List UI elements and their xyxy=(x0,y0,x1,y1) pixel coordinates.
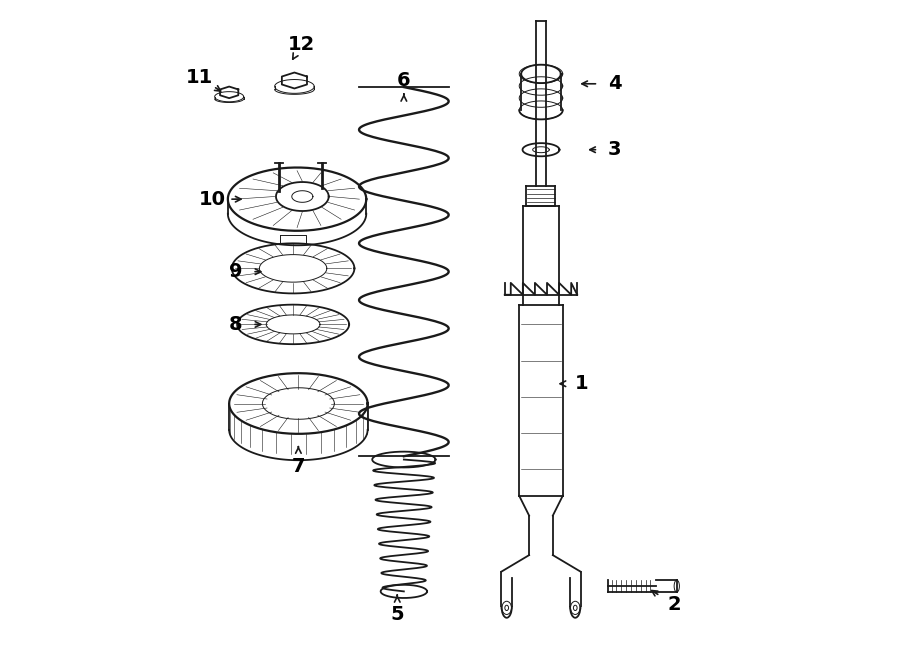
Text: 5: 5 xyxy=(391,605,404,624)
Text: 11: 11 xyxy=(186,68,213,87)
Text: 9: 9 xyxy=(229,262,242,281)
Text: 1: 1 xyxy=(575,374,589,393)
Text: 6: 6 xyxy=(397,71,410,90)
Text: 10: 10 xyxy=(199,189,226,209)
Text: 2: 2 xyxy=(667,595,681,614)
Text: 12: 12 xyxy=(288,34,315,54)
Text: 8: 8 xyxy=(229,315,243,334)
Text: 7: 7 xyxy=(292,457,305,475)
Text: 3: 3 xyxy=(608,140,622,160)
Text: 4: 4 xyxy=(608,74,622,93)
